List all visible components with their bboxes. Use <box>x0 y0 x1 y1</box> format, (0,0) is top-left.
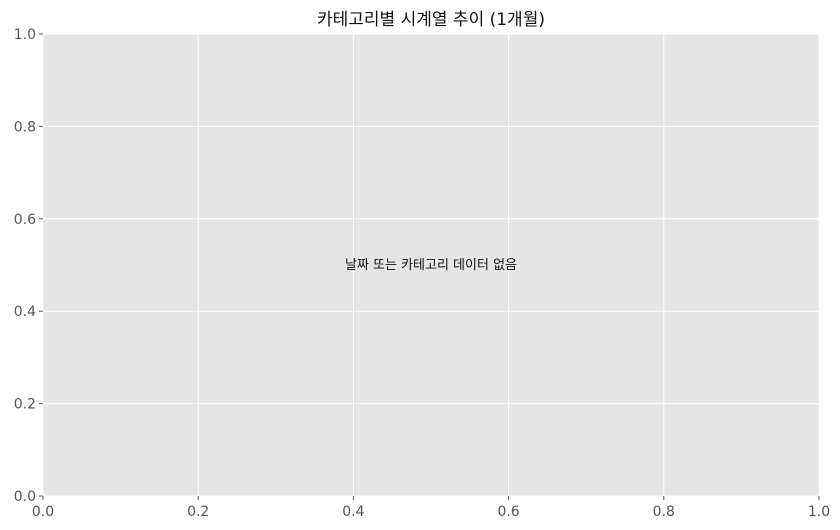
x-axis-ticks: 0.0 0.2 0.4 0.6 0.8 1.0 <box>32 496 830 520</box>
x-tick-label: 0.0 <box>32 504 54 520</box>
y-tick-label: 1.0 <box>14 27 36 43</box>
y-tick-label: 0.2 <box>14 397 36 413</box>
x-tick-label: 0.4 <box>342 504 364 520</box>
y-tick-label: 0.8 <box>14 119 36 135</box>
y-tick-label: 0.4 <box>14 304 36 320</box>
x-tick-label: 0.6 <box>497 504 519 520</box>
plot-area <box>43 34 819 496</box>
y-tick-label: 0.0 <box>14 489 36 505</box>
x-tick-label: 1.0 <box>808 504 830 520</box>
chart-title: 카테고리별 시계열 추이 (1개월) <box>317 10 545 30</box>
y-tick-label: 0.6 <box>14 212 36 228</box>
grid <box>42 33 820 497</box>
x-tick-label: 0.8 <box>653 504 675 520</box>
y-axis-ticks: 0.0 0.2 0.4 0.6 0.8 1.0 <box>14 27 43 505</box>
no-data-annotation: 날짜 또는 카테고리 데이터 없음 <box>345 258 517 273</box>
x-tick-label: 0.2 <box>187 504 209 520</box>
